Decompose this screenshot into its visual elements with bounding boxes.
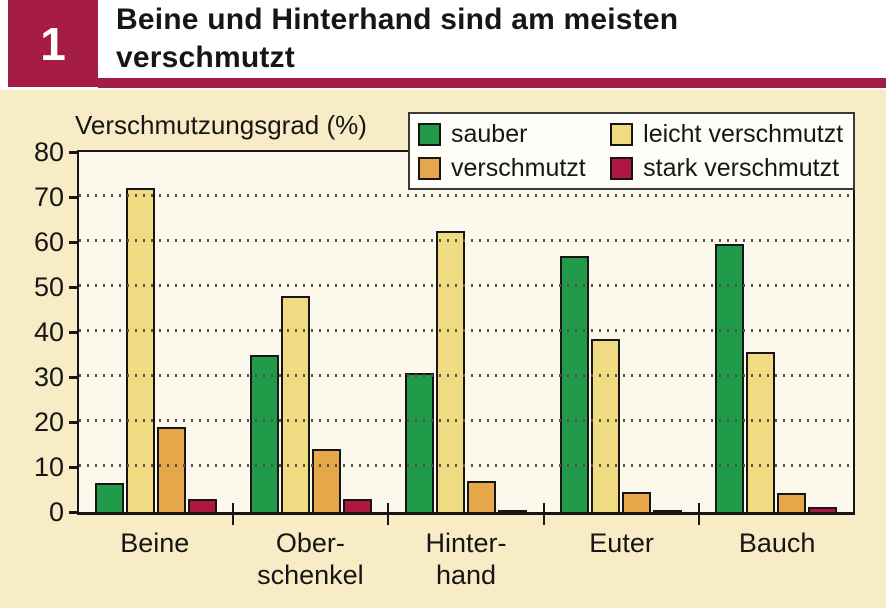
- y-axis-label-20: 20: [33, 407, 64, 437]
- x-axis-tick-3: [542, 503, 545, 525]
- bar-leicht-verschmutzt-euter: [590, 338, 620, 512]
- y-axis-tick-10: [69, 466, 77, 469]
- header-rule: [98, 78, 886, 88]
- y-axis-label-60: 60: [33, 227, 64, 257]
- y-axis-label-40: 40: [33, 317, 64, 347]
- bar-group-beine: [79, 152, 234, 512]
- y-axis-tick-0: [69, 511, 77, 514]
- legend-label: stark verschmutzt: [643, 153, 840, 182]
- y-axis-tick-50: [69, 286, 77, 289]
- y-axis-label-10: 10: [33, 452, 64, 482]
- x-axis-label-euter: Euter: [544, 527, 700, 591]
- bar-stark-verschmutzt-euter: [652, 509, 682, 512]
- figure-number: 1: [40, 17, 66, 70]
- bar-group-bauch: [698, 152, 853, 512]
- bar-leicht-verschmutzt-oberschenkel: [281, 296, 311, 512]
- x-axis-label-hinterhand: Hinter-hand: [388, 527, 544, 591]
- y-axis-label-70: 70: [33, 182, 64, 212]
- y-axis-tick-80: [69, 151, 77, 154]
- y-axis-tick-70: [69, 196, 77, 199]
- bottom-margin: [0, 608, 886, 615]
- bar-sauber-beine: [95, 482, 125, 512]
- x-axis-label-line: hand: [435, 560, 497, 590]
- bar-verschmutzt-hinterhand: [466, 480, 496, 512]
- legend-swatch-stark-verschmutzt: [610, 156, 634, 180]
- bar-leicht-verschmutzt-bauch: [745, 352, 775, 512]
- x-axis-label-line: Beine: [120, 528, 190, 558]
- chart-axis-title: Verschmutzungsgrad (%): [75, 110, 367, 140]
- x-axis-label-beine: Beine: [77, 527, 233, 591]
- x-axis-label-line: schenkel: [257, 560, 364, 590]
- bar-verschmutzt-beine: [157, 426, 187, 512]
- x-axis-tick-1: [231, 503, 234, 525]
- legend-item-sauber: sauber: [418, 120, 610, 149]
- bar-verschmutzt-bauch: [776, 492, 806, 512]
- legend: sauber leicht verschmutzt verschmutzt stark…: [408, 112, 855, 190]
- bar-groups: [79, 152, 853, 512]
- legend-swatch-verschmutzt: [418, 156, 441, 180]
- bar-leicht-verschmutzt-hinterhand: [435, 230, 465, 512]
- y-axis-label-0: 0: [48, 497, 64, 527]
- legend-label: leicht verschmutzt: [643, 119, 844, 148]
- x-axis-label-bauch: Bauch: [699, 527, 855, 591]
- bar-stark-verschmutzt-beine: [188, 498, 218, 512]
- y-axis-label-50: 50: [33, 272, 64, 302]
- y-axis-tick-20: [69, 421, 77, 424]
- y-axis-tick-30: [69, 376, 77, 379]
- x-axis-label-line: Hinter-: [425, 528, 507, 558]
- bar-stark-verschmutzt-hinterhand: [497, 509, 527, 512]
- bar-sauber-oberschenkel: [250, 354, 280, 512]
- figure-title-line1: Beine und Hinterhand sind am meisten: [116, 3, 679, 36]
- bar-stark-verschmutzt-oberschenkel: [343, 498, 373, 512]
- y-axis-tick-40: [69, 331, 77, 334]
- bar-verschmutzt-euter: [621, 491, 651, 512]
- x-axis-labels: Beine Ober-schenkel Hinter-hand Euter Bauch: [77, 527, 855, 591]
- bar-group-oberschenkel: [234, 152, 389, 512]
- bar-group-euter: [543, 152, 698, 512]
- bar-leicht-verschmutzt-beine: [126, 188, 156, 512]
- figure-number-box: 1: [8, 0, 98, 87]
- figure-title: Beine und Hinterhand sind am meisten ver…: [116, 1, 678, 77]
- x-axis-label-oberschenkel: Ober-schenkel: [233, 527, 389, 591]
- legend-item-leicht-verschmutzt: leicht verschmutzt: [610, 120, 845, 149]
- legend-swatch-sauber: [418, 122, 441, 146]
- y-axis-tick-60: [69, 241, 77, 244]
- legend-label: sauber: [451, 119, 528, 148]
- x-axis-tick-4: [698, 503, 701, 525]
- x-axis-label-line: Euter: [589, 528, 654, 558]
- legend-item-verschmutzt: verschmutzt: [418, 154, 610, 183]
- x-axis-label-line: Bauch: [738, 528, 816, 558]
- bar-sauber-hinterhand: [404, 372, 434, 512]
- bar-group-hinterhand: [389, 152, 544, 512]
- x-axis-label-line: Ober-: [275, 528, 345, 558]
- figure-title-line2: verschmutzt: [116, 41, 295, 74]
- chart-panel: Verschmutzungsgrad (%) Beine Ober-schenke…: [0, 90, 886, 608]
- plot-area: [77, 150, 855, 515]
- bar-sauber-euter: [559, 255, 589, 512]
- y-axis-label-80: 80: [33, 137, 64, 167]
- bar-stark-verschmutzt-bauch: [807, 506, 837, 512]
- bar-verschmutzt-oberschenkel: [312, 449, 342, 512]
- legend-label: verschmutzt: [451, 153, 586, 182]
- legend-swatch-leicht-verschmutzt: [610, 122, 634, 146]
- bar-sauber-bauch: [714, 244, 744, 512]
- y-axis-label-30: 30: [33, 362, 64, 392]
- x-axis-tick-2: [387, 503, 390, 525]
- legend-item-stark-verschmutzt: stark verschmutzt: [610, 154, 845, 183]
